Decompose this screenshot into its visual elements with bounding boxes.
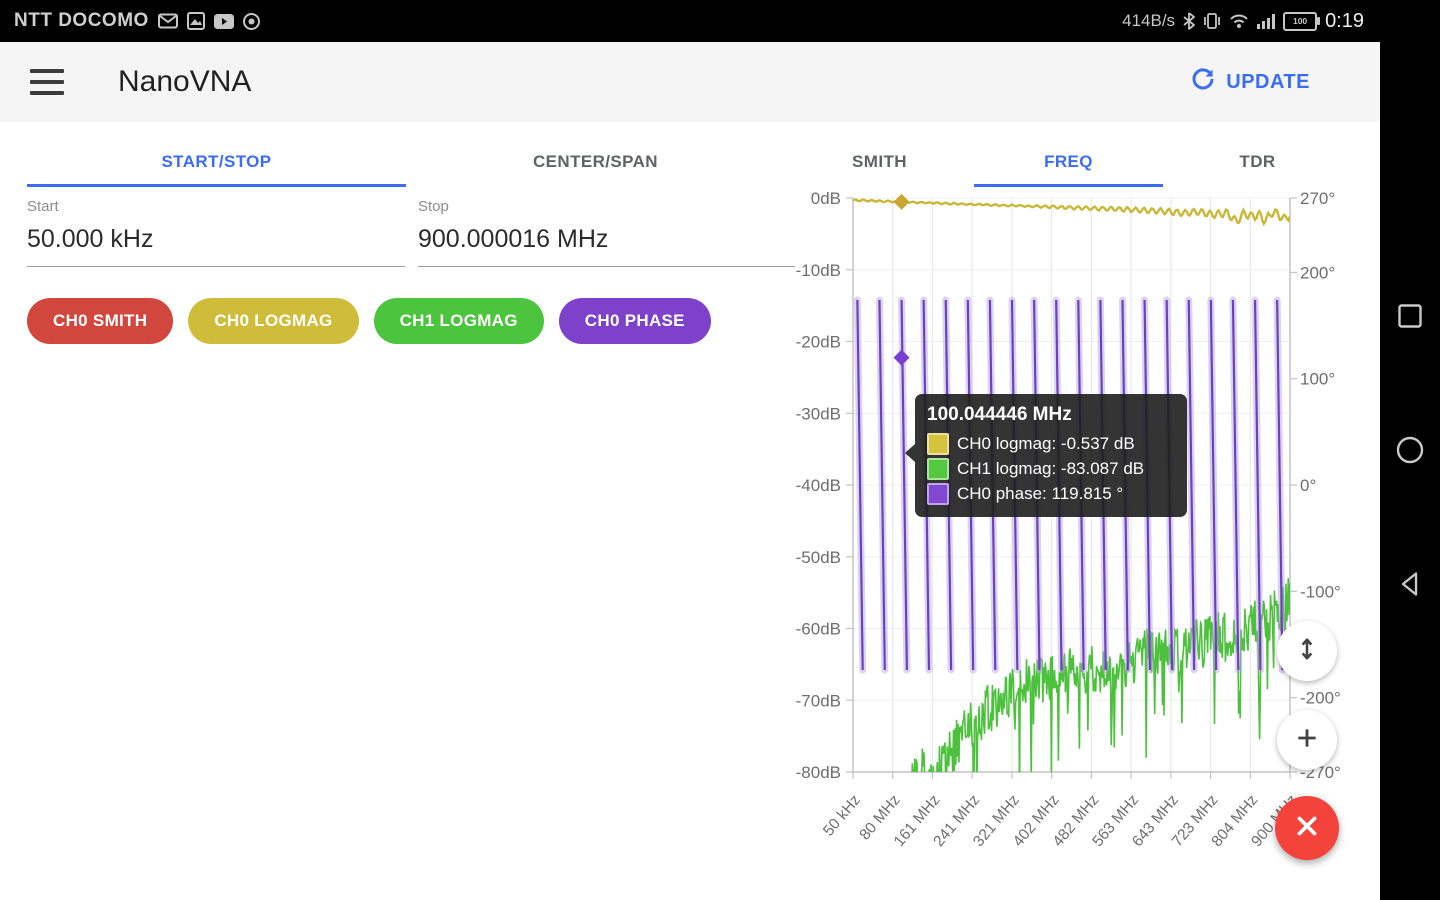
tab-tdr[interactable]: TDR [1239, 152, 1276, 171]
tooltip-swatch [927, 458, 949, 480]
y-left-tick-label: 0dB [811, 189, 841, 208]
y-right-tick-label: 200° [1300, 263, 1335, 282]
battery-icon: 100 [1283, 11, 1321, 31]
resize-vertical-button[interactable] [1277, 621, 1337, 681]
menu-icon[interactable] [30, 69, 64, 95]
android-nav-bar [1380, 0, 1440, 900]
app-bar: NanoVNA UPDATE [0, 42, 1380, 122]
tooltip-row-text: CH0 logmag: -0.537 dB [957, 434, 1135, 453]
stop-field-label: Stop [418, 198, 449, 215]
tooltip-rows: CH0 logmag: -0.537 dB CH1 logmag: -83.087… [927, 433, 1173, 505]
y-left-tick-label: -40dB [796, 476, 841, 495]
tab-freq[interactable]: FREQ [974, 139, 1163, 187]
bluetooth-icon [1183, 12, 1195, 30]
stop-field-value[interactable]: 900.000016 MHz [418, 225, 609, 253]
y-left-tick-label: -60dB [796, 620, 841, 639]
y-left-tick-label: -70dB [796, 691, 841, 710]
youtube-icon [213, 13, 234, 29]
trace-chip-row: CH0 SMITH CH0 LOGMAG CH1 LOGMAG CH0 PHASE [27, 298, 711, 344]
chip-ch1-logmag[interactable]: CH1 LOGMAG [373, 298, 544, 344]
tooltip-swatch [927, 483, 949, 505]
chip-ch0-phase[interactable]: CH0 PHASE [558, 298, 711, 344]
resize-vertical-icon [1294, 636, 1320, 667]
chip-ch0-logmag[interactable]: CH0 LOGMAG [188, 298, 359, 344]
vibrate-icon [1203, 12, 1221, 30]
recents-icon[interactable] [1393, 299, 1427, 333]
update-button[interactable]: UPDATE [1190, 66, 1310, 98]
android-status-bar: NTT DOCOMO 414B/s [0, 0, 1380, 42]
clock: 0:19 [1325, 9, 1364, 32]
y-right-tick-label: 0° [1300, 476, 1316, 495]
y-left-tick-label: -80dB [796, 763, 841, 782]
ch0-logmag-trace [853, 198, 1290, 227]
refresh-icon [1190, 66, 1216, 98]
ch0-logmag-marker [893, 193, 910, 210]
back-icon[interactable] [1393, 567, 1427, 601]
y-left-tick-label: -30dB [796, 404, 841, 423]
network-speed: 414B/s [1122, 11, 1176, 30]
wifi-icon [1229, 13, 1249, 29]
display-tab-bar: SMITH FREQ TDR [785, 139, 1352, 187]
stop-frequency-field[interactable]: Stop 900.000016 MHz [418, 198, 795, 267]
zoom-in-button[interactable] [1277, 710, 1337, 770]
close-icon [1294, 813, 1320, 844]
photos-icon [186, 12, 205, 30]
battery-percent: 100 [1292, 16, 1308, 26]
y-right-tick-label: 100° [1300, 370, 1335, 389]
tab-center-span[interactable]: CENTER/SPAN [533, 152, 658, 171]
y-right-tick-label: -100° [1300, 582, 1341, 601]
y-left-tick-label: -20dB [796, 333, 841, 352]
sweep-tab-bar: START/STOP CENTER/SPAN [27, 139, 785, 187]
update-button-label: UPDATE [1226, 70, 1310, 93]
close-fab[interactable] [1275, 796, 1339, 860]
mail-icon [157, 13, 178, 29]
y-right-tick-label: 270° [1300, 189, 1335, 208]
page-title: NanoVNA [118, 65, 252, 98]
tooltip-swatch [927, 433, 949, 455]
carrier-label: NTT DOCOMO [14, 10, 149, 31]
y-right-tick-label: -200° [1300, 689, 1341, 708]
chip-ch0-smith[interactable]: CH0 SMITH [27, 298, 174, 344]
tab-start-stop[interactable]: START/STOP [27, 139, 406, 187]
tooltip-row: CH0 phase: 119.815 ° [927, 483, 1173, 505]
plus-icon [1294, 725, 1320, 756]
tooltip-frequency: 100.044446 MHz [927, 404, 1072, 425]
ch1-logmag-trace [911, 578, 1290, 772]
chart-tooltip: 100.044446 MHz CH0 logmag: -0.537 dB CH1 … [905, 394, 1187, 517]
tooltip-row: CH0 logmag: -0.537 dB [927, 433, 1173, 455]
tab-smith[interactable]: SMITH [852, 152, 907, 171]
y-left-tick-label: -10dB [796, 261, 841, 280]
ch0-phase-marker [893, 349, 910, 366]
y-left-tick-label: -50dB [796, 548, 841, 567]
signal-icon [1257, 13, 1276, 29]
start-field-value[interactable]: 50.000 kHz [27, 225, 154, 253]
start-field-label: Start [27, 198, 59, 215]
browser-icon [242, 12, 260, 30]
tooltip-row: CH1 logmag: -83.087 dB [927, 458, 1173, 480]
tooltip-row-text: CH0 phase: 119.815 ° [957, 484, 1124, 503]
home-icon[interactable] [1393, 433, 1427, 467]
stop-field-underline [418, 266, 795, 267]
start-field-underline [27, 266, 405, 267]
start-frequency-field[interactable]: Start 50.000 kHz [27, 198, 405, 267]
tooltip-row-text: CH1 logmag: -83.087 dB [957, 459, 1145, 478]
